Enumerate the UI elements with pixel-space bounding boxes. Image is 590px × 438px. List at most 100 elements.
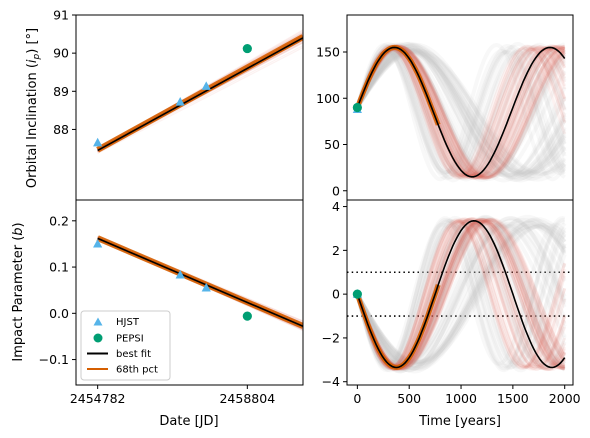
posterior-draw-faint	[355, 223, 567, 366]
posterior-draw-faint	[355, 45, 567, 180]
legend-pepsi-marker	[93, 333, 103, 343]
posterior-draw-faint	[355, 223, 567, 365]
posterior-draw-faint	[355, 220, 567, 369]
x-tick-label: 2454782	[70, 391, 126, 406]
legend-hjst-marker	[93, 317, 103, 326]
posterior-draw-faint	[355, 222, 567, 367]
posterior-draw-faint	[355, 50, 567, 175]
panel-top-left: 88 89 90 91	[53, 8, 304, 201]
posterior-draw-faint	[355, 46, 567, 178]
pepsi-point	[352, 102, 362, 113]
y-tick-label: 0.2	[49, 213, 69, 228]
y-tick-label: −2	[322, 330, 340, 345]
y-tick-label: 4	[332, 199, 340, 214]
posterior-draw-faint	[355, 221, 567, 368]
posterior-draw-faint	[355, 49, 567, 175]
y-tick-label: −0.1	[39, 352, 69, 367]
posterior-draw-faint	[355, 50, 567, 175]
posterior-draw-faint	[355, 46, 567, 178]
ylabel-impact: Impact Parameter (b)	[11, 222, 26, 361]
y-tick-label: 100	[316, 91, 340, 106]
posterior-draw-faint	[355, 218, 567, 371]
axes-frame	[75, 199, 304, 386]
legend-68pct-label: 68th pct	[116, 365, 158, 376]
posterior-draw	[356, 47, 566, 177]
y-tick-label: 89	[53, 84, 69, 99]
posterior-draw-faint	[355, 222, 567, 367]
posterior-draw-faint	[355, 222, 566, 366]
posterior-draw-faint	[355, 43, 567, 181]
posterior-draw-faint	[355, 42, 567, 182]
hjst-point	[93, 238, 103, 248]
x-tick-label: 2000	[549, 391, 581, 406]
x-tick-label: 2458804	[219, 391, 275, 406]
posterior-draw-faint	[355, 49, 567, 175]
pepsi-point	[352, 289, 362, 299]
posterior-draw-faint	[355, 223, 567, 365]
x-tick-label: 1500	[497, 391, 529, 406]
posterior-draw	[355, 221, 566, 368]
pepsi-point	[242, 43, 252, 54]
posterior-draw-faint	[355, 223, 567, 365]
posterior-draw-faint	[355, 50, 566, 175]
posterior-draw-faint	[355, 48, 567, 176]
best-fit-line	[97, 37, 303, 152]
ylabel-inclination: Orbital Inclination (ip) [°]	[25, 28, 42, 188]
posterior-draw-faint	[355, 216, 567, 373]
posterior-draw-faint	[355, 218, 567, 370]
posterior-draw-faint	[355, 220, 567, 368]
legend-box	[80, 310, 171, 381]
posterior-draw-faint	[355, 221, 567, 368]
xlabel-time: Time [years]	[418, 414, 501, 429]
y-tick-label: 90	[53, 46, 69, 61]
axes-frame	[75, 14, 304, 201]
posterior-draw-faint	[355, 42, 567, 182]
legend-pepsi-label: PEPSI	[116, 334, 144, 345]
posterior-draw-faint	[355, 217, 567, 372]
posterior-draw-faint	[355, 224, 567, 365]
y-tick-label: 0	[332, 287, 340, 302]
hjst-point	[201, 282, 211, 292]
posterior-draw-faint	[355, 43, 567, 181]
posterior-draw-faint	[355, 222, 567, 366]
xlabel-date: Date [JD]	[159, 414, 218, 429]
posterior-draw-faint	[355, 46, 567, 178]
y-tick-label: 91	[53, 8, 69, 23]
posterior-draw-faint	[355, 49, 567, 175]
posterior-draw-faint	[355, 48, 566, 176]
posterior-draw-faint	[355, 50, 567, 174]
posterior-draw-faint	[355, 41, 567, 183]
legend: HJST PEPSI best fit 68th pct	[80, 310, 171, 381]
posterior-draw-faint	[355, 42, 567, 182]
posterior-draw-faint	[355, 42, 567, 182]
posterior-draw-faint	[355, 216, 567, 372]
plot-area-top-left	[93, 29, 303, 154]
pepsi-point	[242, 311, 252, 321]
x-tick-label: 0	[353, 391, 361, 406]
posterior-draw-faint	[355, 224, 567, 364]
posterior-draw	[355, 217, 567, 372]
posterior-draw-faint	[355, 46, 567, 178]
posterior-draw-faint	[355, 224, 567, 364]
posterior-draw-faint	[355, 47, 567, 177]
hjst-point	[93, 137, 103, 147]
best-fit-line	[356, 219, 566, 369]
posterior-draw	[97, 47, 303, 154]
posterior-draw-faint	[355, 214, 567, 374]
plot-area-top-right	[352, 41, 567, 183]
posterior-draw-faint	[355, 49, 567, 176]
best-fit-line	[356, 46, 566, 178]
posterior-draw-faint	[355, 222, 566, 366]
posterior-draw-faint	[355, 217, 567, 371]
posterior-draw-faint	[355, 47, 567, 177]
axes-frame	[346, 199, 574, 386]
posterior-draw-faint	[355, 47, 567, 177]
posterior-draw-faint	[355, 50, 567, 174]
posterior-draw-faint	[355, 218, 567, 370]
posterior-draw-faint	[355, 224, 567, 365]
posterior-draw-faint	[355, 45, 567, 179]
posterior-draw	[355, 220, 566, 368]
posterior-draw-faint	[355, 48, 567, 176]
best-fit-line	[97, 237, 303, 327]
